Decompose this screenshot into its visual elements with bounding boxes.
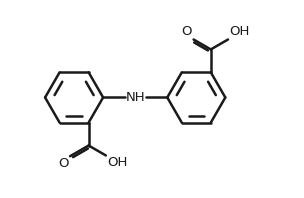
Text: OH: OH [230,25,250,38]
Text: O: O [181,25,192,38]
Text: NH: NH [125,91,145,104]
Text: OH: OH [107,156,128,169]
Text: O: O [58,157,69,170]
